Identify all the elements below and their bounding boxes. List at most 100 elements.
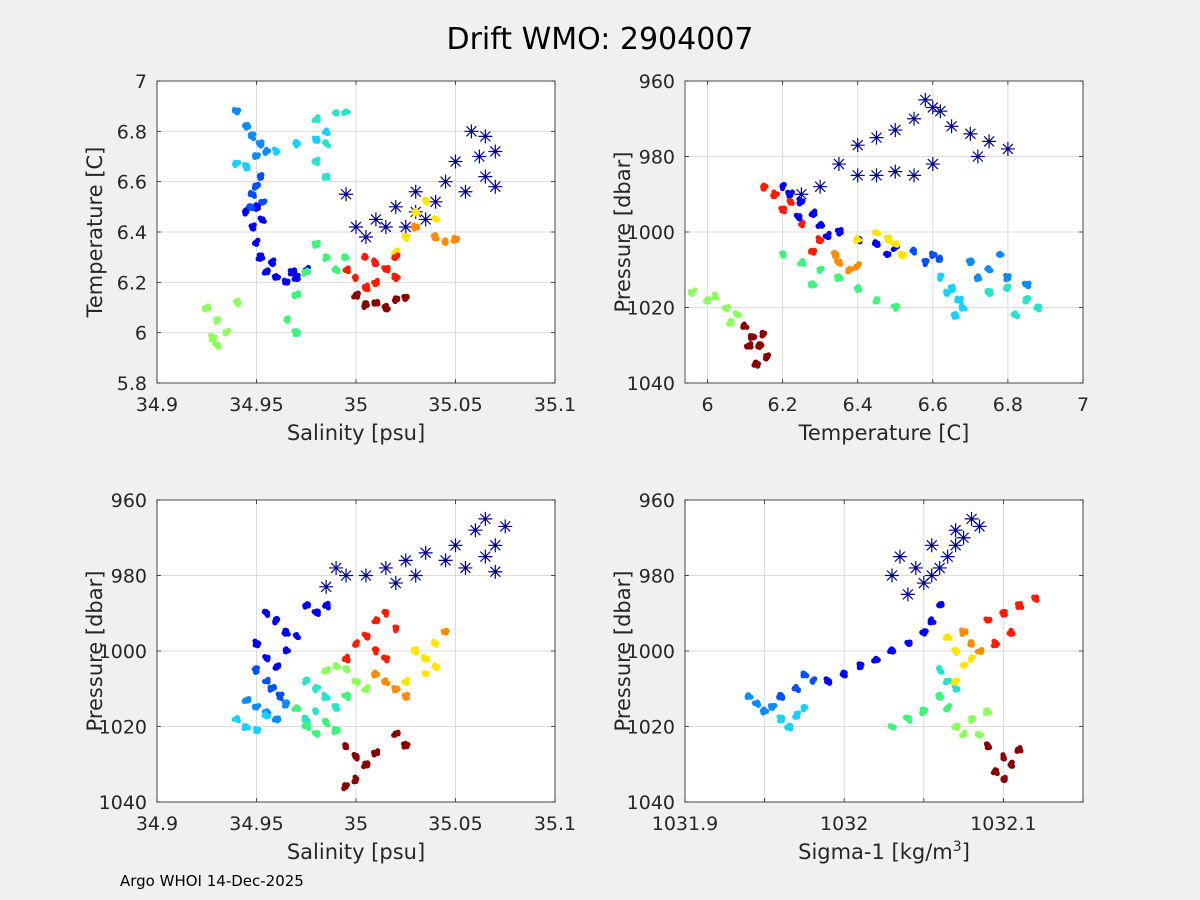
scatter-cloud-dot [394, 730, 400, 736]
y-tick-label: 1040 [99, 792, 147, 814]
scatter-cloud-dot [846, 265, 852, 271]
scatter-cloud-dot [413, 650, 419, 656]
scatter-cloud-dot [951, 680, 957, 686]
scatter-cloud-dot [293, 704, 300, 710]
y-tick-label: 1020 [99, 717, 147, 739]
scatter-cloud-dot [433, 236, 439, 242]
series-lime [201, 297, 242, 351]
scatter-cloud-dot [761, 706, 767, 712]
scatter-cloud-dot [1001, 754, 1007, 760]
scatter-cloud-dot [391, 255, 397, 261]
scatter-cloud-dot [812, 211, 818, 217]
scatter-cloud-dot [394, 275, 400, 281]
data-point [478, 169, 493, 184]
scatter-cloud-dot [801, 261, 807, 267]
scatter-cloud-dot [285, 315, 291, 321]
scatter-cloud-dot [443, 628, 449, 634]
series-lime [951, 707, 993, 739]
scatter-cloud-dot [756, 341, 762, 347]
scatter-cloud-dot [235, 297, 241, 304]
scatter-cloud-dot [411, 226, 417, 232]
scatter-cloud-dot [234, 160, 241, 167]
y-tick-label: 980 [639, 566, 675, 588]
data-point [464, 124, 479, 139]
scatter-cloud-dot [353, 642, 359, 648]
scatter-cloud-dot [259, 217, 265, 224]
data-point [932, 560, 947, 575]
x-tick-label: 35.05 [428, 813, 482, 835]
scatter-cloud-dot [786, 722, 792, 729]
data-point [329, 560, 344, 575]
series-cyan [937, 272, 968, 320]
scatter-cloud-dot [967, 641, 973, 647]
scatter-cloud-dot [252, 240, 258, 247]
scatter-cloud-dot [371, 257, 377, 263]
data-point [900, 587, 915, 602]
scatter-cloud-dot [1008, 763, 1014, 769]
data-point [478, 511, 493, 526]
scatter-cloud-dot [706, 296, 712, 302]
scatter-cloud-dot [260, 255, 266, 261]
scatter-cloud-dot [293, 138, 300, 145]
data-point [438, 553, 453, 568]
series-red [760, 182, 825, 256]
series-blue [252, 600, 331, 671]
scatter-cloud-dot [401, 294, 408, 300]
series-orange [371, 627, 450, 701]
x-tick-label: 6.6 [918, 394, 948, 416]
scatter-cloud-dot [252, 638, 258, 644]
x-tick-label: 6.2 [768, 394, 798, 416]
scatter-cloud-dot [921, 709, 928, 715]
series-azure [965, 250, 1032, 290]
scatter-cloud-dot [352, 276, 359, 283]
scatter-cloud-dot [351, 779, 357, 785]
data-point [378, 560, 393, 575]
scatter-cloud-dot [777, 718, 783, 724]
scatter-cloud-dot [979, 646, 985, 653]
series-azure [744, 692, 778, 716]
scatter-cloud-dot [838, 227, 844, 233]
data-point [916, 576, 931, 591]
series-dark-red [341, 729, 411, 792]
scatter-cloud-dot [263, 147, 270, 153]
series-mid-blue [776, 670, 818, 701]
scatter-cloud-dot [313, 137, 320, 143]
y-tick-label: 960 [111, 490, 147, 512]
scatter-cloud-dot [874, 242, 880, 248]
scatter-cloud-dot [733, 310, 739, 316]
scatter-cloud-dot [301, 271, 307, 277]
scatter-cloud-dot [885, 237, 892, 243]
scatter-cloud-dot [322, 693, 328, 699]
scatter-cloud-dot [384, 680, 390, 687]
data-point [884, 568, 899, 583]
scatter-cloud-dot [990, 770, 996, 776]
series-yellow [401, 638, 441, 687]
scatter-cloud-dot [819, 237, 825, 243]
data-point [438, 174, 453, 189]
scatter-cloud-dot [400, 741, 407, 747]
scatter-cloud-dot [312, 242, 318, 248]
panel-bottom-left: 34.9 34.95 35 35.05 35.1 960 980 1000 1020 1040 Sa… [83, 490, 576, 864]
scatter-cloud-dot [385, 655, 391, 661]
scatter-cloud-dot [960, 304, 966, 310]
scatter-cloud-dot [273, 147, 279, 153]
scatter-cloud-dot [371, 619, 377, 625]
scatter-cloud-dot [939, 602, 945, 608]
x-axis-label: Salinity [psu] [287, 421, 425, 445]
scatter-cloud-dot [950, 283, 956, 289]
scatter-cloud-dot [855, 287, 861, 294]
data-point [944, 119, 959, 134]
scatter-cloud-dot [823, 233, 829, 239]
scatter-cloud-dot [939, 272, 945, 278]
scatter-cloud-dot [206, 306, 212, 312]
data-point [478, 129, 493, 144]
y-tick-label: 1000 [627, 641, 675, 663]
scatter-cloud-dot [272, 620, 278, 626]
scatter-cloud-dot [364, 684, 371, 690]
scatter-cloud-dot [342, 743, 348, 750]
scatter-cloud-dot [727, 317, 734, 323]
data-point [388, 199, 403, 214]
panel-top-left: 34.9 34.95 35 35.05 35.1 5.8 6 6.2 6.4 6.6 6.8 7 Sal… [83, 71, 576, 445]
x-tick-label: 1031.9 [652, 813, 718, 835]
series-teal [984, 283, 1043, 320]
